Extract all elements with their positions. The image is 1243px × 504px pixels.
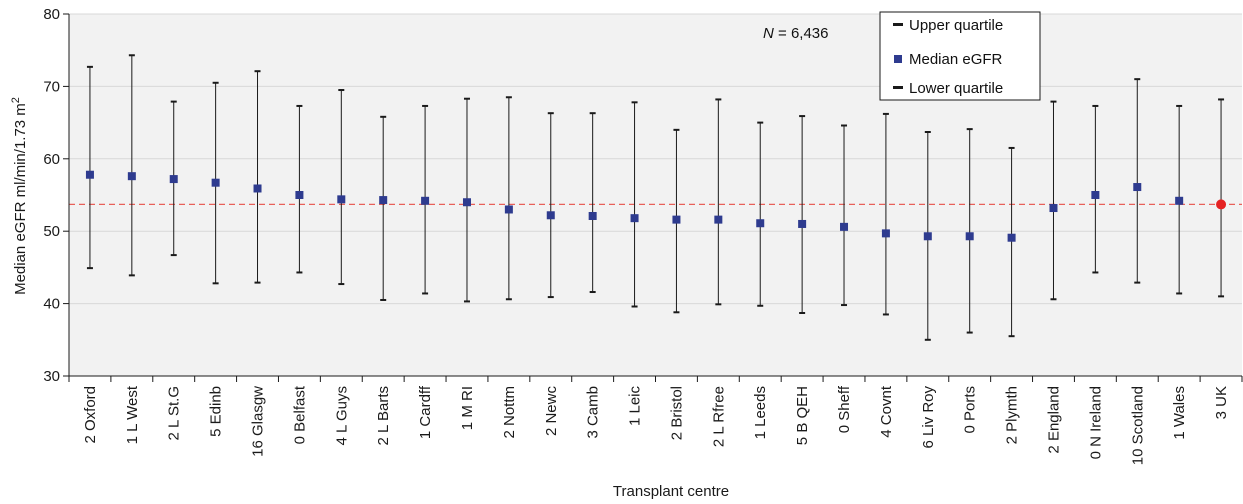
x-tick-label-9: 1 M RI	[459, 386, 476, 430]
median-point-14	[672, 215, 681, 224]
x-tick-label-27: 3 UK	[1213, 386, 1230, 419]
x-tick-label-1: 1 L West	[124, 385, 141, 444]
y-tick-label-80: 80	[43, 6, 60, 23]
legend-lower-marker	[893, 86, 903, 89]
median-point-13	[630, 214, 639, 223]
median-point-0	[85, 170, 94, 179]
x-tick-label-4: 16 Glasgw	[250, 386, 267, 457]
x-tick-label-20: 6 Liv Roy	[920, 386, 937, 449]
y-tick-label-60: 60	[43, 151, 60, 168]
legend-upper-label: Upper quartile	[909, 17, 1003, 34]
x-tick-label-10: 2 Nottm	[501, 386, 518, 439]
median-point-2	[169, 175, 178, 184]
median-point-27	[1216, 199, 1227, 210]
y-axis-title: Median eGFR ml/min/1.73 m2	[10, 97, 29, 295]
x-tick-label-0: 2 Oxford	[82, 386, 99, 444]
legend-median-marker	[894, 55, 902, 63]
x-tick-label-26: 1 Wales	[1171, 386, 1188, 440]
gridlines	[68, 13, 1243, 382]
median-point-1	[127, 172, 136, 181]
x-tick-label-19: 4 Covnt	[878, 385, 895, 438]
sample-size-value: = 6,436	[774, 25, 829, 42]
legend-box	[879, 11, 1041, 101]
x-tick-label-21: 0 Ports	[962, 386, 979, 434]
legend: Upper quartile Median eGFR Lower quartil…	[879, 11, 1041, 101]
x-tick-label-3: 5 Edinb	[208, 386, 225, 437]
median-point-21	[965, 232, 974, 241]
x-tick-label-12: 3 Camb	[585, 386, 602, 439]
x-tick-label-7: 2 L Barts	[375, 386, 392, 445]
x-tick-label-16: 1 Leeds	[752, 386, 769, 439]
x-tick-label-11: 2 Newc	[543, 386, 560, 437]
median-point-10	[504, 205, 513, 214]
y-tick-label-70: 70	[43, 78, 60, 95]
x-tick-label-8: 1 Cardff	[417, 385, 434, 439]
median-point-16	[756, 219, 765, 228]
legend-median-label: Median eGFR	[909, 51, 1003, 68]
median-point-7	[379, 196, 388, 205]
x-tick-label-15: 2 L Rfree	[710, 386, 727, 447]
y-tick-label-40: 40	[43, 296, 60, 313]
x-tick-label-14: 2 Bristol	[668, 386, 685, 440]
median-point-12	[588, 211, 597, 220]
median-point-6	[337, 195, 346, 204]
median-point-5	[295, 191, 304, 199]
median-point-3	[211, 178, 220, 187]
x-tick-label-6: 4 L Guys	[333, 386, 350, 445]
legend-lower-label: Lower quartile	[909, 80, 1003, 97]
x-tick-label-2: 2 L St.G	[166, 386, 183, 440]
x-tick-label-24: 0 N Ireland	[1087, 386, 1104, 459]
median-point-22	[1007, 233, 1016, 242]
x-tick-label-17: 5 B QEH	[794, 386, 811, 445]
median-point-17	[798, 219, 807, 228]
x-tick-label-5: 0 Belfast	[291, 385, 308, 444]
x-tick-label-22: 2 Plymth	[1004, 386, 1021, 444]
x-tick-label-23: 2 England	[1045, 386, 1062, 454]
median-point-23	[1049, 204, 1058, 213]
median-point-8	[421, 196, 430, 205]
sample-size-annotation: N = 6,436	[763, 25, 828, 42]
y-axis-ticks: 30 40 50 60 70 80	[43, 6, 69, 385]
y-axis-title-main: Median eGFR ml/min/1.73 m	[12, 103, 29, 295]
x-axis-title: Transplant centre	[613, 483, 729, 500]
median-point-15	[714, 215, 723, 224]
median-point-24	[1091, 191, 1100, 199]
x-tick-label-25: 10 Scotland	[1129, 386, 1146, 465]
legend-upper-marker	[893, 23, 903, 26]
x-tick-label-13: 1 Leic	[627, 386, 644, 427]
y-tick-label-30: 30	[43, 368, 60, 385]
plot-area	[69, 14, 1242, 376]
x-tick-label-18: 0 Sheff	[836, 385, 853, 433]
sample-size-symbol: N	[763, 25, 774, 42]
median-point-18	[840, 222, 849, 231]
median-point-11	[546, 211, 555, 220]
median-point-26	[1175, 196, 1184, 205]
x-axis-ticks: 2 Oxford 1 L West 2 L St.G 5 Edinb 16 Glasgw…	[82, 385, 1230, 465]
median-point-9	[462, 198, 471, 207]
data-marks	[85, 54, 1227, 341]
y-tick-label-50: 50	[43, 223, 60, 240]
median-point-19	[881, 229, 890, 238]
median-point-25	[1133, 183, 1142, 192]
y-axis-title-sup: 2	[10, 97, 22, 103]
median-point-20	[923, 232, 932, 241]
median-point-4	[253, 184, 262, 193]
